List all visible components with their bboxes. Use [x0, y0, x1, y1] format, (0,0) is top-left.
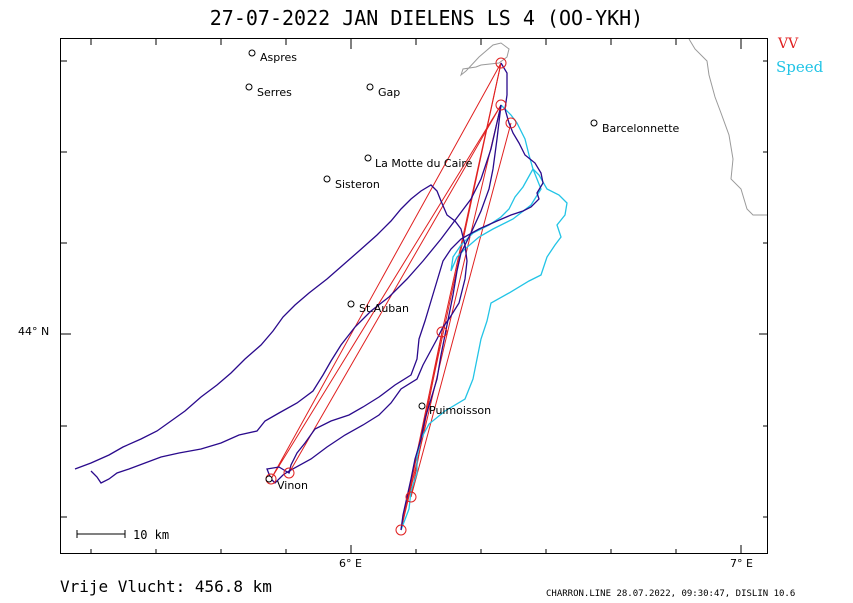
legend-speed: Speed	[776, 58, 824, 76]
y-axis-label-44n: 44° N	[18, 325, 50, 338]
town-label-st-auban: St.Auban	[359, 302, 409, 315]
turnpoint-5	[405, 491, 417, 503]
turnpoints	[265, 57, 517, 536]
border-line	[459, 42, 510, 77]
town-label-puimoisson: Puimoisson	[429, 404, 491, 417]
border-line-east	[688, 39, 767, 216]
town-marker-la-motte	[364, 154, 372, 162]
scale-bar	[76, 530, 126, 538]
map-canvas: Aspres Serres Gap Barcelonnette La Motte…	[61, 39, 767, 553]
software-credit: CHARRON.LINE 28.07.2022, 09:30:47, DISLI…	[546, 589, 796, 599]
town-label-vinon: Vinon	[277, 479, 308, 492]
town-marker-st-auban	[347, 300, 355, 308]
x-axis-label-6e: 6° E	[339, 557, 362, 570]
town-marker-barcelonnette	[590, 119, 598, 127]
town-marker-vinon	[265, 475, 273, 483]
town-label-gap: Gap	[378, 86, 400, 99]
turnpoint-8	[283, 467, 295, 479]
turnpoint-4	[436, 326, 448, 338]
town-label-la-motte: La Motte du Caire	[375, 157, 473, 170]
legend-vv: VV	[778, 36, 799, 52]
turnpoint-6	[395, 524, 407, 536]
town-marker-sisteron	[323, 175, 331, 183]
town-label-serres: Serres	[257, 86, 292, 99]
town-marker-gap	[366, 83, 374, 91]
towns	[245, 49, 598, 483]
turnpoint-2	[495, 99, 507, 111]
vv-leg-4	[410, 122, 512, 498]
town-label-sisteron: Sisteron	[335, 178, 380, 191]
vv-legs	[270, 62, 512, 531]
x-axis-label-7e: 7° E	[730, 557, 753, 570]
turnpoint-3	[505, 117, 517, 129]
axis-ticks	[61, 39, 767, 553]
distance-summary: Vrije Vlucht: 456.8 km	[60, 577, 272, 596]
town-marker-aspres	[248, 49, 256, 57]
town-label-aspres: Aspres	[260, 51, 297, 64]
scale-bar-label: 10 km	[133, 528, 169, 542]
turnpoint-1	[495, 57, 507, 69]
map-title: 27-07-2022 JAN DIELENS LS 4 (OO-YKH)	[209, 6, 644, 30]
town-marker-serres	[245, 83, 253, 91]
town-label-barcelonnette: Barcelonnette	[602, 122, 680, 135]
town-marker-puimoisson	[418, 402, 426, 410]
map-frame: Aspres Serres Gap Barcelonnette La Motte…	[60, 38, 768, 554]
gps-track	[74, 62, 544, 484]
gps-track-main	[400, 104, 502, 531]
gps-track-return	[90, 104, 502, 484]
